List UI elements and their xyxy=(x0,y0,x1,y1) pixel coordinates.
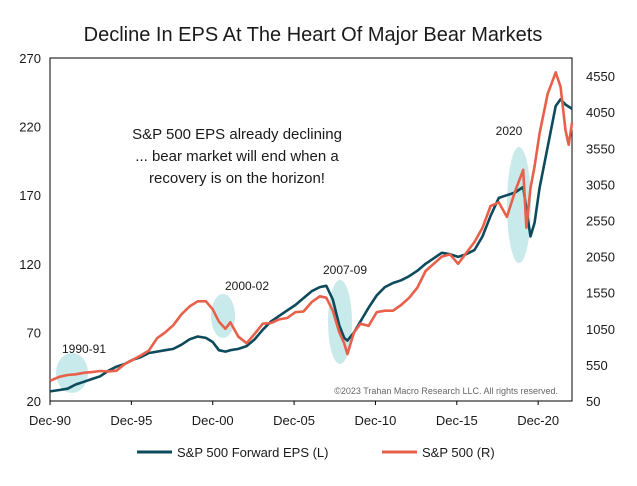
x-tick-label: Dec-00 xyxy=(192,413,234,428)
legend-label-eps: S&P 500 Forward EPS (L) xyxy=(177,445,329,460)
spx-series-line xyxy=(49,71,574,382)
period-label-1990-91: 1990-91 xyxy=(62,342,106,356)
series-lines xyxy=(49,71,574,393)
right-tick-label: 550 xyxy=(586,358,608,373)
annotation-line: recovery is on the horizon! xyxy=(149,170,325,187)
legend: S&P 500 Forward EPS (L) S&P 500 (R) xyxy=(137,445,495,460)
annotation-line: S&P 500 EPS already declining xyxy=(132,126,342,143)
right-tick-label: 50 xyxy=(586,394,600,409)
x-tick-label: Dec-10 xyxy=(354,413,396,428)
highlight-periods xyxy=(56,147,531,393)
right-tick-label: 1050 xyxy=(586,322,615,337)
right-axis: 4550 4050 3550 3050 2550 2050 1550 1050 550 50 xyxy=(586,69,615,409)
left-tick-label: 170 xyxy=(19,188,41,203)
right-tick-label: 3550 xyxy=(586,141,615,156)
right-tick-label: 1550 xyxy=(586,286,615,301)
left-tick-label: 270 xyxy=(19,51,41,66)
right-tick-label: 4550 xyxy=(586,69,615,84)
eps-series-line xyxy=(49,97,573,393)
left-axis: 270 220 170 120 70 20 xyxy=(19,51,41,409)
annotation-text: S&P 500 EPS already declining ... bear ma… xyxy=(132,126,342,187)
chart-title: Decline In EPS At The Heart Of Major Bea… xyxy=(84,24,543,46)
x-tick-label: Dec-95 xyxy=(110,413,152,428)
period-labels: 1990-91 2000-02 2007-09 2020 xyxy=(62,124,523,356)
left-tick-label: 220 xyxy=(19,120,41,135)
left-tick-label: 70 xyxy=(27,325,41,340)
highlight-ellipse-2000-02 xyxy=(211,294,235,338)
right-tick-label: 3050 xyxy=(586,177,615,192)
highlight-ellipse-2020 xyxy=(507,147,531,263)
right-tick-label: 2550 xyxy=(586,213,615,228)
copyright-note: ©2023 Trahan Macro Research LLC. All rig… xyxy=(334,386,558,396)
x-tick-label: Dec-15 xyxy=(436,413,478,428)
right-tick-label: 2050 xyxy=(586,250,615,265)
annotation-line: ... bear market will end when a xyxy=(135,148,339,165)
period-label-2000-02: 2000-02 xyxy=(225,279,269,293)
x-tick-label: Dec-05 xyxy=(273,413,315,428)
period-label-2020: 2020 xyxy=(496,124,523,138)
period-label-2007-09: 2007-09 xyxy=(323,263,367,277)
left-tick-label: 120 xyxy=(19,257,41,272)
x-tick-label: Dec-90 xyxy=(29,413,71,428)
plot-area xyxy=(49,57,573,402)
left-tick-label: 20 xyxy=(27,394,41,409)
x-axis: Dec-90 Dec-95 Dec-00 Dec-05 Dec-10 Dec-15 Dec-… xyxy=(29,401,559,428)
x-tick-label: Dec-20 xyxy=(517,413,559,428)
legend-label-spx: S&P 500 (R) xyxy=(422,445,495,460)
right-tick-label: 4050 xyxy=(586,105,615,120)
